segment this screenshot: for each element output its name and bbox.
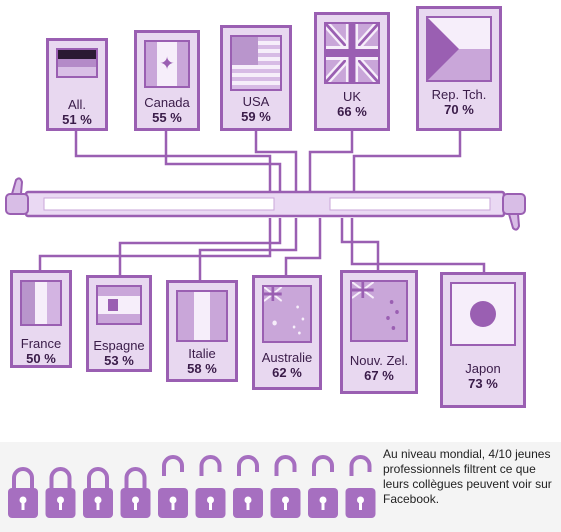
country-card-canada: ✦ Canada 55 % bbox=[134, 30, 200, 131]
country-label: Canada bbox=[144, 95, 190, 110]
lock-closed-icon bbox=[83, 467, 113, 518]
france-flag-icon bbox=[20, 280, 62, 326]
lock-open-icon bbox=[345, 455, 376, 518]
country-card-japan: Japon 73 % bbox=[440, 272, 526, 408]
country-percent: 73 % bbox=[468, 376, 498, 391]
lock-closed-icon bbox=[120, 467, 151, 518]
country-label: Italie bbox=[188, 346, 216, 361]
scale-bar-inner-right bbox=[329, 197, 491, 211]
country-percent: 59 % bbox=[241, 109, 271, 124]
country-card-all: All. 51 % bbox=[46, 38, 108, 131]
country-percent: 51 % bbox=[62, 112, 92, 127]
global-statistic-text: Au niveau mondial, 4/10 jeunes professio… bbox=[383, 447, 552, 506]
country-label: USA bbox=[242, 94, 270, 109]
italy-flag-icon bbox=[176, 290, 228, 342]
country-label: Rep. Tch. bbox=[431, 87, 487, 102]
country-percent: 70 % bbox=[444, 102, 474, 117]
usa-flag-icon bbox=[230, 35, 282, 91]
country-label: Japon bbox=[465, 361, 501, 376]
thumbs-up-icon bbox=[5, 177, 29, 215]
thumbs-down-icon bbox=[502, 193, 526, 231]
australia-flag-icon bbox=[262, 285, 312, 343]
country-percent: 66 % bbox=[337, 104, 367, 119]
germany-flag-icon bbox=[56, 48, 98, 78]
new-zealand-flag-icon bbox=[350, 280, 408, 342]
lock-closed-icon bbox=[45, 467, 76, 518]
country-card-czech: Rep. Tch. 70 % bbox=[416, 6, 502, 131]
scale-bar-inner-left bbox=[43, 197, 275, 211]
czech-flag-icon bbox=[426, 16, 492, 82]
country-label: France bbox=[20, 336, 62, 351]
canada-flag-icon: ✦ bbox=[144, 40, 190, 88]
lock-open-icon bbox=[270, 455, 301, 518]
uk-flag-icon bbox=[324, 22, 380, 84]
lock-open-icon bbox=[158, 455, 188, 518]
country-percent: 53 % bbox=[104, 353, 134, 368]
country-percent: 67 % bbox=[364, 368, 394, 383]
country-card-uk: UK 66 % bbox=[314, 12, 390, 131]
country-card-italy: Italie 58 % bbox=[166, 280, 238, 382]
country-percent: 58 % bbox=[187, 361, 217, 376]
country-label: Australie bbox=[261, 350, 313, 365]
country-card-france: France 50 % bbox=[10, 270, 72, 368]
country-label: Nouv. Zel. bbox=[349, 353, 409, 368]
spain-flag-icon bbox=[96, 285, 142, 325]
country-card-usa: USA 59 % bbox=[220, 25, 292, 131]
country-label: UK bbox=[342, 89, 362, 104]
country-percent: 62 % bbox=[272, 365, 302, 380]
lock-open-icon bbox=[308, 455, 338, 518]
country-label: Espagne bbox=[93, 338, 145, 353]
lock-open-icon bbox=[233, 455, 263, 518]
connector-lines bbox=[38, 131, 486, 280]
country-card-spain: Espagne 53 % bbox=[86, 275, 152, 372]
country-percent: 55 % bbox=[152, 110, 182, 125]
lock-closed-icon bbox=[8, 467, 38, 518]
lock-open-icon bbox=[195, 455, 226, 518]
country-card-new-zealand: Nouv. Zel. 67 % bbox=[340, 270, 418, 394]
country-percent: 50 % bbox=[26, 351, 56, 366]
country-label: All. bbox=[67, 97, 87, 112]
japan-flag-icon bbox=[450, 282, 516, 346]
country-card-australia: Australie 62 % bbox=[252, 275, 322, 390]
